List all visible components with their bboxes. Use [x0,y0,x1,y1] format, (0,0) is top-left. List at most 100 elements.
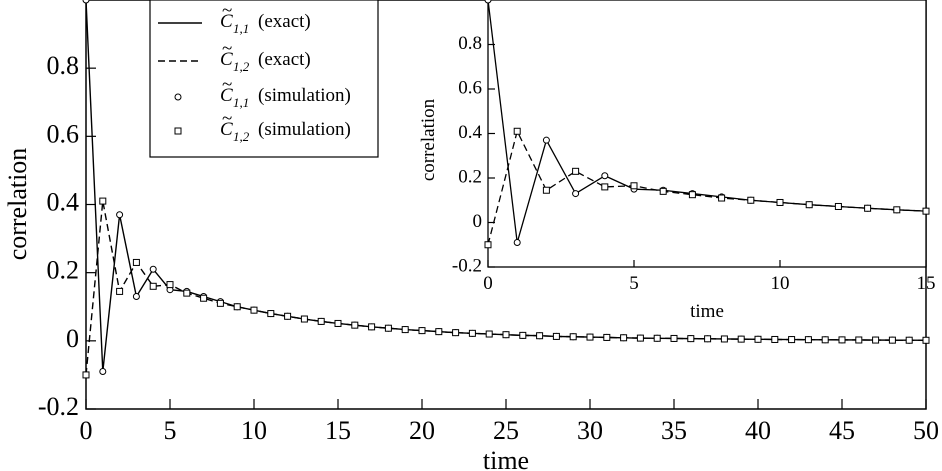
data-point-c12-simulation [601,183,609,191]
inset-x-axis-label: time [690,301,724,322]
y-tick-label: 0.4 [47,187,80,216]
data-point-c12-simulation [267,310,275,318]
data-point-c12-simulation [922,336,930,344]
data-point-c11-simulation [484,0,492,4]
data-point-c12-simulation [747,196,755,204]
data-point-c12-simulation [653,334,661,342]
data-point-c12-simulation [485,330,493,338]
legend-circle-marker [174,93,182,101]
data-point-c12-simulation [630,182,638,190]
data-point-c12-simulation [216,299,224,307]
data-point-c12-simulation [804,336,812,344]
y-tick-label: 0 [473,211,483,232]
main-y-axis-label: correlation [3,148,32,261]
main-x-axis-label: time [483,446,529,471]
data-point-c12-simulation [864,204,872,212]
data-point-c11-simulation [116,211,124,219]
data-point-c12-simulation [519,331,527,339]
data-point-c12-simulation [893,206,901,214]
data-point-c12-simulation [418,327,426,335]
x-tick-label: 0 [80,416,93,445]
inset-y-axis-label: correlation [418,98,439,181]
data-point-c12-simulation [300,315,308,323]
data-point-c12-simulation [149,282,157,290]
legend-tilde: ~ [222,74,232,95]
legend-subscript: 1,2 [233,59,250,74]
data-point-c12-simulation [317,317,325,325]
data-point-c12-simulation [250,306,258,314]
data-point-c12-simulation [183,289,191,297]
x-tick-label: 5 [164,416,177,445]
x-tick-label: 50 [913,416,939,445]
legend-symbol: C [220,49,233,70]
data-point-c12-simulation [704,335,712,343]
y-tick-label: 0.6 [47,119,80,148]
data-point-c12-simulation [384,324,392,332]
data-point-c12-simulation [569,333,577,341]
data-point-c12-simulation [132,258,140,266]
data-point-c11-simulation [601,172,609,180]
x-tick-label: 20 [409,416,435,445]
data-point-c12-simulation [552,332,560,340]
x-tick-label: 5 [629,273,639,294]
data-point-c12-simulation [484,241,492,249]
data-point-c11-simulation [149,265,157,273]
data-point-c12-simulation [754,335,762,343]
data-point-c12-simulation [659,187,667,195]
legend-entry-c12-simulation: ~ C 1,2 (simulation) [174,108,351,144]
data-point-c12-simulation [720,335,728,343]
y-tick-label: 0.2 [47,256,80,285]
data-point-c12-simulation [603,333,611,341]
x-tick-label: 25 [493,416,519,445]
data-point-c12-simulation [620,334,628,342]
data-point-c12-simulation [116,287,124,295]
data-point-c12-simulation [636,334,644,342]
data-point-c12-simulation [513,127,521,135]
legend-label: (simulation) [258,85,351,106]
main-series-markers [82,0,930,379]
data-point-c12-simulation [166,281,174,289]
data-point-c12-simulation [435,328,443,336]
x-tick-label: 10 [771,273,790,294]
data-point-c11-simulation [572,190,580,198]
legend-tilde: ~ [222,108,232,129]
y-tick-label: -0.2 [38,392,79,421]
data-point-c12-simulation [233,303,241,311]
data-point-c12-simulation [99,197,107,205]
main-plot: 0 5 10 15 20 25 30 35 40 45 50-0.200.20.40.60.8 ti… [3,0,939,471]
data-point-c11-simulation [82,0,90,4]
legend-label: (simulation) [258,119,351,140]
data-point-c12-simulation [284,312,292,320]
data-point-c11-simulation [99,368,107,376]
data-point-c12-simulation [821,336,829,344]
x-tick-label: 10 [241,416,267,445]
data-point-c12-simulation [200,294,208,302]
data-point-c12-simulation [572,167,580,175]
legend-entry-c11-exact: ~ C 1,1 (exact) [158,0,311,36]
x-tick-label: 0 [483,273,493,294]
x-tick-label: 35 [661,416,687,445]
legend-square-marker [174,127,182,135]
data-point-c12-simulation [368,323,376,331]
data-point-c12-simulation [502,331,510,339]
y-tick-label: 0.2 [458,166,482,187]
data-point-c12-simulation [452,329,460,337]
data-point-c12-simulation [872,336,880,344]
data-point-c12-simulation [334,319,342,327]
legend-entry-c11-simulation: ~ C 1,1 (simulation) [174,74,351,110]
legend-subscript: 1,1 [233,21,249,36]
data-point-c12-simulation [737,335,745,343]
data-point-c12-simulation [905,336,913,344]
y-tick-label: 0.4 [458,122,482,143]
data-point-c12-simulation [805,201,813,209]
legend-tilde: ~ [222,0,232,21]
y-tick-label: 0.8 [47,51,80,80]
legend-tilde: ~ [222,38,232,59]
main-axis-ticks: 0 5 10 15 20 25 30 35 40 45 50-0.200.20.40.60.8 [38,51,939,445]
data-point-c12-simulation [838,336,846,344]
data-point-c12-simulation [542,186,550,194]
data-point-c12-simulation [688,191,696,199]
data-point-c12-simulation [776,198,784,206]
data-point-c12-simulation [536,332,544,340]
